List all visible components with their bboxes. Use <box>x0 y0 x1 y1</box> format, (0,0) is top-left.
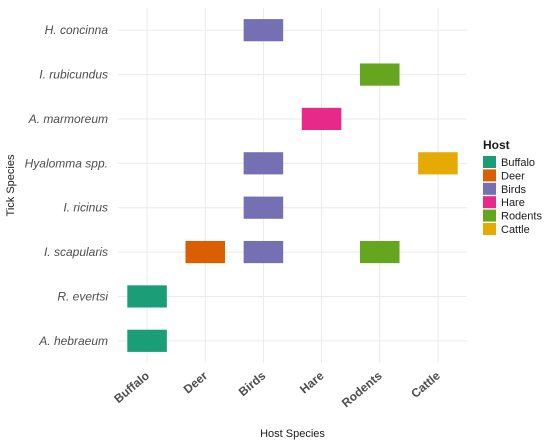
legend-swatch-cattle <box>483 223 496 235</box>
x-tick-label: Buffalo <box>111 369 152 406</box>
legend-label-buffalo: Buffalo <box>501 157 535 169</box>
y-tick-label: A. marmoreum <box>28 112 108 126</box>
y-tick-labels: H. concinna I. rubicundus A. marmoreum Hyal… <box>25 23 109 348</box>
x-tick-label: Cattle <box>408 368 443 400</box>
y-tick-label: I. ricinus <box>63 201 108 215</box>
legend-label-cattle: Cattle <box>501 224 530 236</box>
legend-label-deer: Deer <box>501 170 525 182</box>
y-axis-title: Tick Species <box>5 154 17 216</box>
legend-swatch-rodents <box>483 209 496 222</box>
y-tick-label: R. evertsi <box>57 289 108 303</box>
cell-a-hebraeum-buffalo <box>127 329 167 352</box>
chart-cells <box>127 19 458 352</box>
y-tick-label: I. rubicundus <box>39 68 108 82</box>
x-tick-label: Birds <box>236 368 269 399</box>
legend-label-rodents: Rodents <box>501 211 542 223</box>
cell-h-concinna-birds <box>243 19 284 42</box>
cell-hyalomma-spp-cattle <box>418 152 458 175</box>
legend-swatch-hare <box>483 196 496 209</box>
x-tick-label: Hare <box>297 368 327 396</box>
cell-i-ricinus-birds <box>243 196 284 219</box>
y-tick-label: H. concinna <box>45 23 109 37</box>
legend-label-birds: Birds <box>501 184 527 196</box>
cell-i-scapularis-deer <box>185 240 226 264</box>
cell-hyalomma-spp-birds <box>243 152 284 175</box>
cell-i-scapularis-birds <box>243 240 284 264</box>
x-tick-label: Deer <box>181 368 211 396</box>
x-tick-labels: Buffalo Deer Birds Hare Rodents Cattle <box>111 368 443 410</box>
grid <box>118 8 467 363</box>
x-axis-title: Host Species <box>260 428 325 440</box>
cell-a-marmoreum-hare <box>301 107 342 131</box>
legend-swatch-birds <box>483 182 496 195</box>
cell-i-scapularis-rodents <box>359 240 400 264</box>
legend-swatch-deer <box>483 169 496 182</box>
y-tick-label: A. hebraeum <box>38 334 108 348</box>
cell-r-evertsi-buffalo <box>127 285 167 308</box>
cell-i-rubicundus-rodents <box>359 63 400 86</box>
legend-swatch-buffalo <box>483 156 496 168</box>
legend-label-hare: Hare <box>501 197 525 209</box>
x-tick-label: Rodents <box>339 368 385 410</box>
y-tick-label: Hyalomma spp. <box>25 156 108 170</box>
y-tick-label: I. scapularis <box>44 245 108 259</box>
legend-title: Host <box>483 138 510 152</box>
